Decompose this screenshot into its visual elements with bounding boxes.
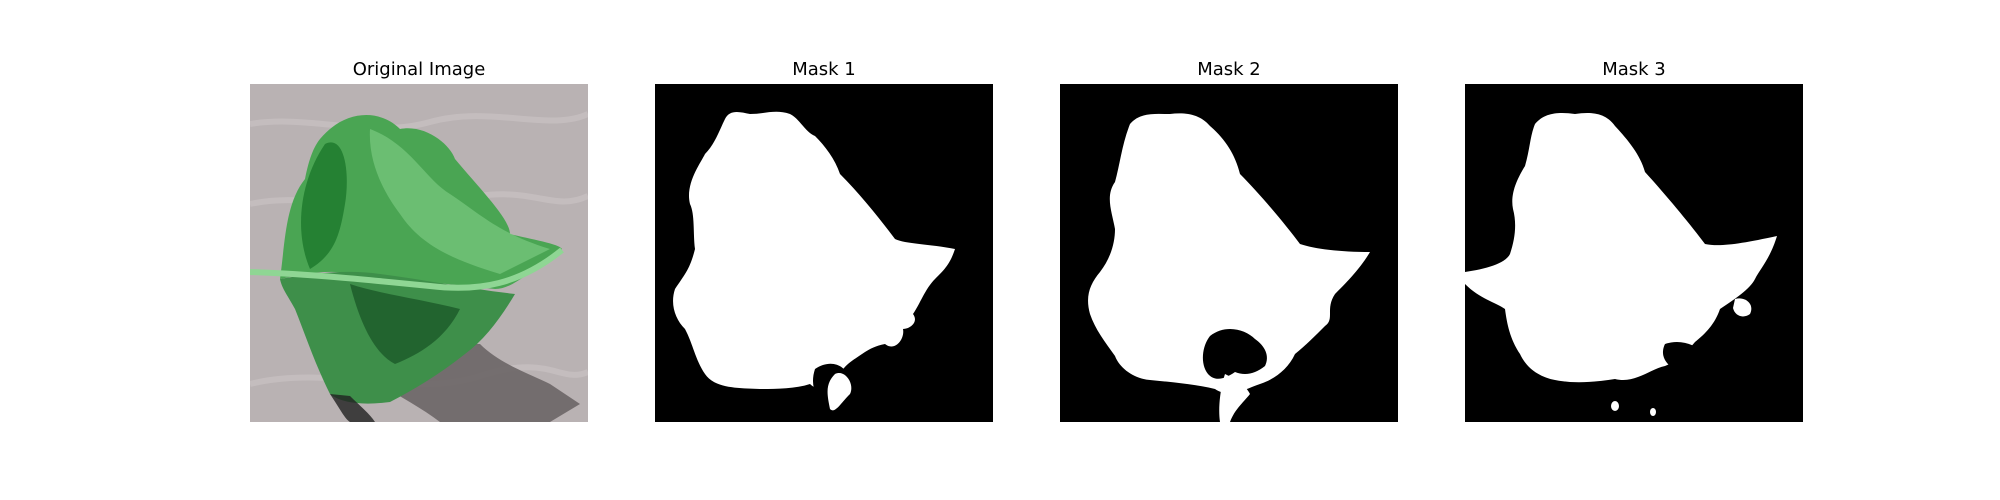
leaf-lower-dark: [350, 284, 460, 364]
mask-3-panel: [1465, 84, 1803, 422]
panel-title-mask-1: Mask 1: [792, 59, 856, 80]
mask-2-panel: [1060, 84, 1398, 422]
mask-foreground: [1088, 113, 1370, 394]
leaf-stem-shadow: [330, 394, 375, 422]
mask-fragment-right: [1733, 298, 1752, 317]
leaf-photo: [250, 84, 588, 422]
leaf-highlight: [369, 129, 550, 274]
mask-2-image: [1060, 84, 1398, 422]
panel-title-mask-2: Mask 2: [1197, 59, 1261, 80]
mask-hole: [1202, 328, 1267, 379]
mask-speck-2: [1650, 408, 1656, 416]
leaf-dark-left: [301, 142, 347, 269]
mask-foreground: [673, 111, 955, 390]
mask-drip: [1219, 374, 1250, 422]
original-image-panel: [250, 84, 588, 422]
mask-speck: [719, 223, 725, 235]
mask-1-panel: [655, 84, 993, 422]
mask-foreground: [1465, 113, 1777, 383]
mask-gap: [1662, 342, 1705, 367]
panel-title-original: Original Image: [352, 59, 486, 80]
mask-speck-1: [1611, 401, 1619, 411]
panel-title-mask-3: Mask 3: [1602, 59, 1666, 80]
mask-fragment: [827, 373, 852, 411]
mask-1-image: [655, 84, 993, 422]
mask-3-image: [1465, 84, 1803, 422]
leaf-midrib: [250, 247, 564, 291]
